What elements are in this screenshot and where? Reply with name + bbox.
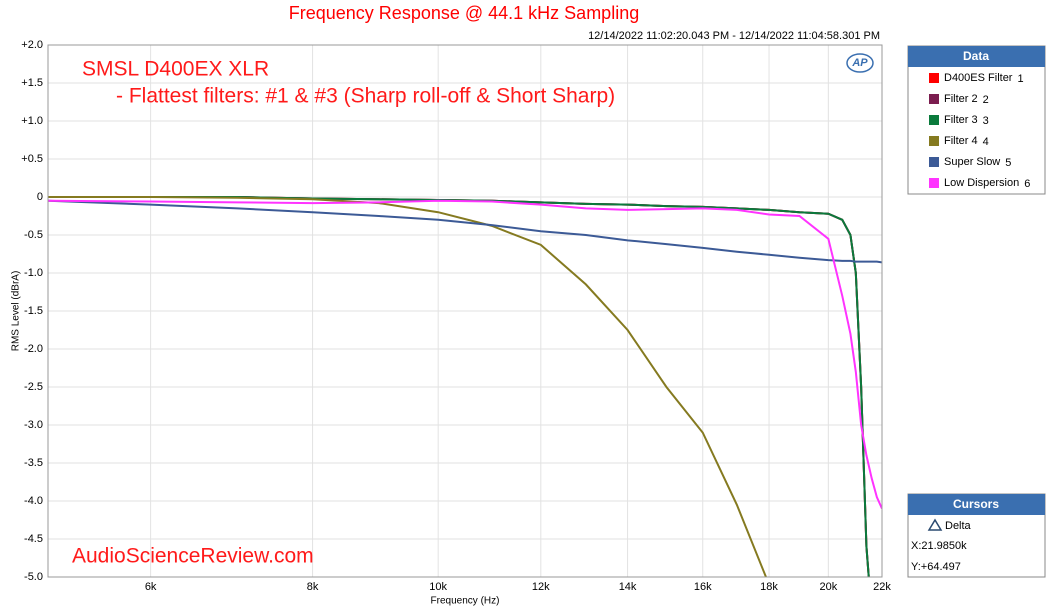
legend-title: Data xyxy=(963,49,989,63)
chart-title: Frequency Response @ 44.1 kHz Sampling xyxy=(289,3,639,23)
y-tick-label: -1.0 xyxy=(24,267,43,279)
y-axis-label: RMS Level (dBrA) xyxy=(11,271,22,352)
x-tick-label: 20k xyxy=(819,581,837,593)
x-tick-label: 12k xyxy=(532,581,550,593)
series-line xyxy=(48,196,768,577)
legend-label: D400ES Filter xyxy=(944,72,1013,84)
x-tick-label: 6k xyxy=(145,581,157,593)
legend-swatch xyxy=(929,115,939,125)
x-tick-label: 8k xyxy=(307,581,319,593)
y-tick-label: -4.0 xyxy=(24,495,43,507)
x-axis-label: Frequency (Hz) xyxy=(431,596,500,607)
x-tick-label: 10k xyxy=(429,581,447,593)
delta-icon xyxy=(927,518,943,531)
x-tick-label: 18k xyxy=(760,581,778,593)
legend-label: Filter 4 xyxy=(944,135,978,147)
y-tick-label: -2.0 xyxy=(24,343,43,355)
x-tick-label: 22k xyxy=(873,581,891,593)
y-tick-label: -3.5 xyxy=(24,457,43,469)
y-tick-label: -0.5 xyxy=(24,229,43,241)
y-tick-label: +1.0 xyxy=(21,115,43,127)
series-line xyxy=(48,196,870,577)
legend-trace: 5 xyxy=(1005,157,1011,169)
y-tick-label: +2.0 xyxy=(21,39,43,51)
legend-swatch xyxy=(929,136,939,146)
series-line xyxy=(48,199,882,264)
legend-trace: 4 xyxy=(983,136,989,148)
x-tick-label: 14k xyxy=(619,581,637,593)
cursor-mode: Delta xyxy=(945,520,972,532)
series-line xyxy=(48,199,882,510)
legend-label: Super Slow xyxy=(944,156,1000,168)
annotation: - Flattest filters: #1 & #3 (Sharp roll-… xyxy=(116,85,615,108)
legend-swatch xyxy=(929,73,939,83)
y-tick-label: 0 xyxy=(37,191,43,203)
legend-label: Filter 2 xyxy=(944,93,978,105)
cursors-header xyxy=(908,494,1045,515)
logo: AP xyxy=(851,57,868,69)
x-tick-label: 16k xyxy=(694,581,712,593)
legend-swatch xyxy=(929,178,939,188)
legend-trace: 3 xyxy=(983,115,989,127)
legend-trace: 1 xyxy=(1017,73,1023,85)
subtitle: 12/14/2022 11:02:20.043 PM - 12/14/2022 … xyxy=(588,30,880,42)
y-tick-label: -1.5 xyxy=(24,305,43,317)
y-tick-label: +1.5 xyxy=(21,77,43,89)
legend-label: Filter 3 xyxy=(944,114,978,126)
legend: D400ES Filter 1 Filter 2 2 Filter 3 3 Filter 4… xyxy=(929,72,1030,190)
legend-trace: 2 xyxy=(983,94,989,106)
annotation: SMSL D400EX XLR xyxy=(82,58,269,81)
legend-label: Low Dispersion xyxy=(944,177,1019,189)
y-tick-label: -3.0 xyxy=(24,419,43,431)
y-tick-label: -2.5 xyxy=(24,381,43,393)
legend-header xyxy=(908,46,1045,67)
plot-frame xyxy=(47,44,883,578)
y-tick-label: -4.5 xyxy=(24,533,43,545)
legend-swatch xyxy=(929,157,939,167)
logo-ring xyxy=(846,53,874,73)
watermark: AudioScienceReview.com xyxy=(72,545,314,568)
cursor-x: X:21.9850k xyxy=(911,540,967,552)
y-tick-label: -5.0 xyxy=(24,571,43,583)
plot-area xyxy=(48,44,883,578)
legend-swatch xyxy=(929,94,939,104)
y-tick-label: +0.5 xyxy=(21,153,43,165)
cursor-y: Y:+64.497 xyxy=(911,561,961,573)
legend-trace: 6 xyxy=(1024,178,1030,190)
cursors-title: Cursors xyxy=(953,497,999,511)
